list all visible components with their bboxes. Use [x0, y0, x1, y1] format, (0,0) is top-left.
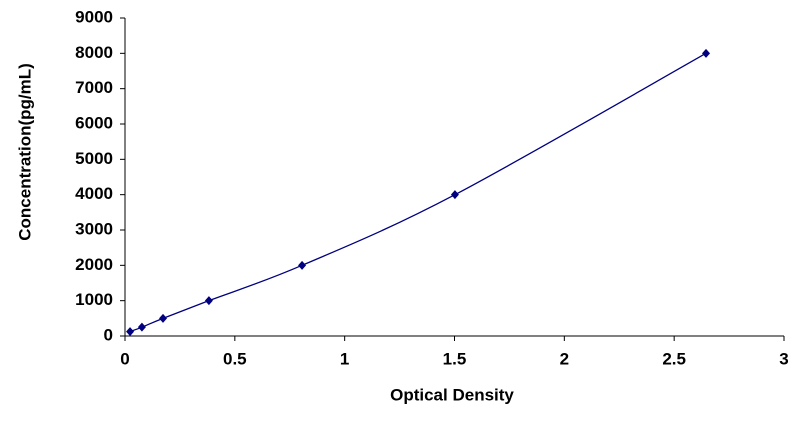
point	[126, 327, 135, 337]
point	[450, 190, 459, 200]
x-axis-label: Optical Density	[390, 385, 514, 404]
point	[159, 313, 168, 323]
y-tick-label: 8000	[75, 43, 113, 62]
y-tick-label: 1000	[75, 290, 113, 309]
point	[702, 48, 711, 58]
point	[204, 296, 213, 306]
y-tick-label: 4000	[75, 184, 113, 203]
y-tick-label: 3000	[75, 219, 113, 238]
y-tick-label: 6000	[75, 113, 113, 132]
y-tick-label: 7000	[75, 78, 113, 97]
x-tick-label: 1.5	[443, 349, 467, 368]
y-tick-label: 5000	[75, 149, 113, 168]
x-tick-label: 0	[120, 349, 129, 368]
y-axis-label: Concentration(pg/mL)	[15, 63, 34, 241]
x-tick-label: 2.5	[662, 349, 686, 368]
x-tick-label: 0.5	[223, 349, 247, 368]
curve	[129, 52, 707, 333]
y-tick-label: 0	[104, 325, 113, 344]
y-tick-label: 9000	[75, 7, 113, 26]
y-tick-label: 2000	[75, 255, 113, 274]
point	[298, 260, 307, 270]
point	[137, 322, 146, 332]
x-tick-label: 3	[779, 349, 788, 368]
x-tick-label: 2	[560, 349, 569, 368]
x-tick-label: 1	[340, 349, 349, 368]
